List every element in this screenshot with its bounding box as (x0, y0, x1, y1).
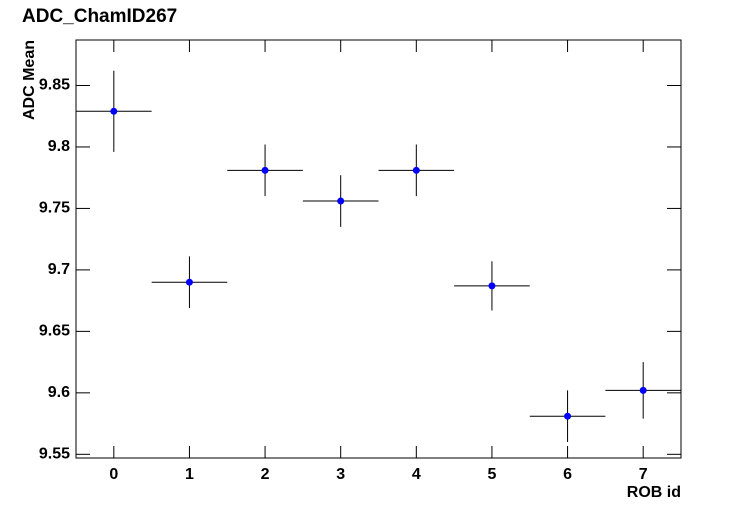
y-tick-label: 9.6 (48, 384, 70, 401)
x-tick-label: 2 (261, 466, 270, 483)
y-tick-label: 9.7 (48, 261, 70, 278)
point (261, 166, 269, 174)
y-tick-label: 9.65 (39, 323, 70, 340)
y-tick-label: 9.85 (39, 77, 70, 94)
point (337, 197, 345, 205)
x-tick-label: 1 (185, 466, 194, 483)
point (412, 166, 420, 174)
x-tick-label: 5 (487, 466, 496, 483)
x-tick-label: 3 (336, 466, 345, 483)
x-tick-label: 0 (109, 466, 118, 483)
plot-frame (75, 39, 682, 459)
y-axis-label: ADC Mean (21, 40, 38, 120)
x-tick-label: 4 (412, 466, 421, 483)
point (488, 282, 496, 290)
y-tick-label: 9.55 (39, 446, 70, 463)
x-tick-label: 7 (639, 466, 648, 483)
x-axis-label: ROB id (627, 484, 681, 501)
y-tick-label: 9.8 (48, 138, 70, 155)
point (185, 278, 193, 286)
y-tick-label: 9.75 (39, 200, 70, 217)
chart-title: ADC_ChamID267 (22, 6, 177, 27)
point (564, 412, 572, 420)
x-tick-label: 6 (563, 466, 572, 483)
point (110, 107, 118, 115)
point (639, 386, 647, 394)
